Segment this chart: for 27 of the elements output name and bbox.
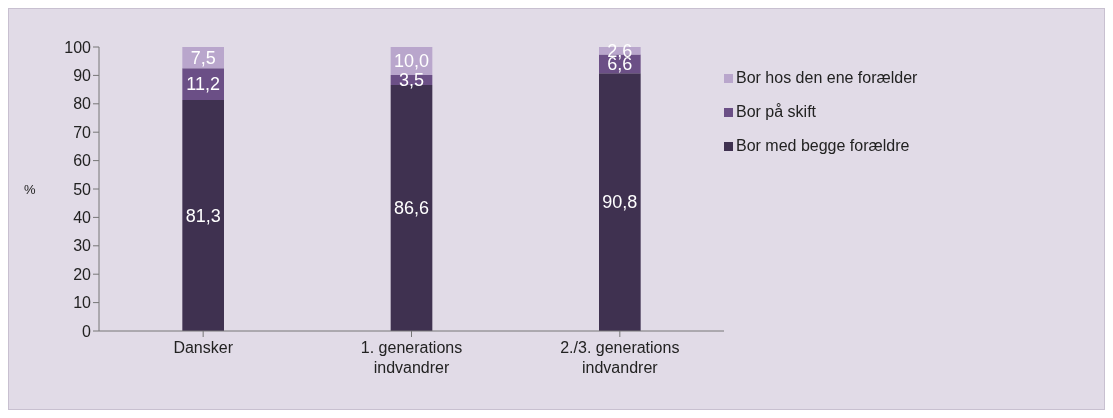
legend-label: Bor på skift bbox=[736, 103, 817, 121]
y-tick-label: 20 bbox=[73, 265, 92, 283]
y-tick-label: 30 bbox=[73, 237, 92, 255]
y-tick-label: 40 bbox=[73, 209, 92, 227]
y-tick-label: 50 bbox=[73, 180, 92, 198]
data-label: 3,5 bbox=[398, 70, 425, 91]
data-label: 10,0 bbox=[393, 51, 430, 72]
y-tick-label: 90 bbox=[73, 67, 92, 85]
y-tick-label: 0 bbox=[82, 322, 92, 340]
y-tick-label: 80 bbox=[73, 95, 92, 113]
data-label: 81,3 bbox=[185, 205, 221, 226]
y-axis-title: % bbox=[24, 181, 36, 197]
data-label: 11,2 bbox=[186, 74, 221, 95]
bar bbox=[599, 73, 641, 331]
legend-label: Bor med begge forældre bbox=[736, 137, 910, 155]
y-tick-label: 100 bbox=[64, 38, 92, 56]
y-tick-label: 60 bbox=[73, 152, 92, 170]
x-tick-label: 2./3. generations indvandrer bbox=[560, 339, 680, 376]
data-label: 7,5 bbox=[190, 47, 216, 68]
data-label: 90,8 bbox=[602, 192, 638, 213]
x-tick-label: Dansker bbox=[173, 339, 234, 356]
bar bbox=[182, 100, 224, 331]
x-tick-label: 1. generations indvandrer bbox=[360, 339, 463, 376]
data-label: 86,6 bbox=[393, 198, 430, 219]
legend-label: Bor hos den ene forælder bbox=[736, 69, 918, 87]
y-tick-label: 70 bbox=[73, 123, 92, 141]
y-tick-label: 10 bbox=[73, 294, 92, 312]
